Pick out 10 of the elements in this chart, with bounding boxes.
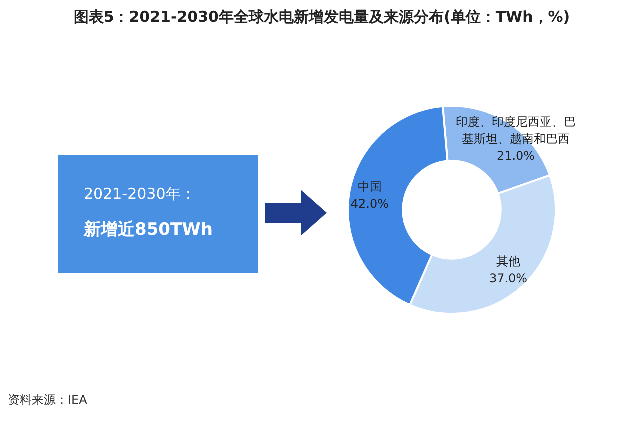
data-label: 37.0% (489, 272, 528, 286)
text: 新增近850TWh (84, 219, 214, 241)
slice-label: 印度、印度尼西亚、巴基斯坦、越南和巴西 (456, 115, 576, 146)
data-label: 42.0% (350, 197, 389, 212)
slice-label: 中国 (358, 180, 382, 194)
text: 资料来源：IEA (8, 392, 88, 409)
text: 2021-2030年： (84, 185, 197, 204)
chart-title: 图表5：2021-2030年全球水电新增发电量及来源分布(单位：TWh，%) (72, 8, 572, 27)
data-label: 21.0% (496, 149, 536, 164)
slice-label: 其他 (496, 254, 521, 269)
